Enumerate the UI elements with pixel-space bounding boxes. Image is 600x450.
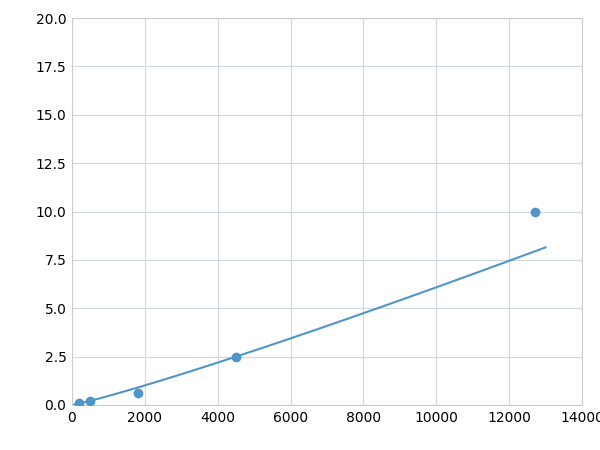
Point	[74, 400, 84, 407]
Point	[231, 353, 241, 360]
Point	[85, 397, 95, 405]
Point	[530, 208, 539, 215]
Point	[133, 390, 142, 397]
